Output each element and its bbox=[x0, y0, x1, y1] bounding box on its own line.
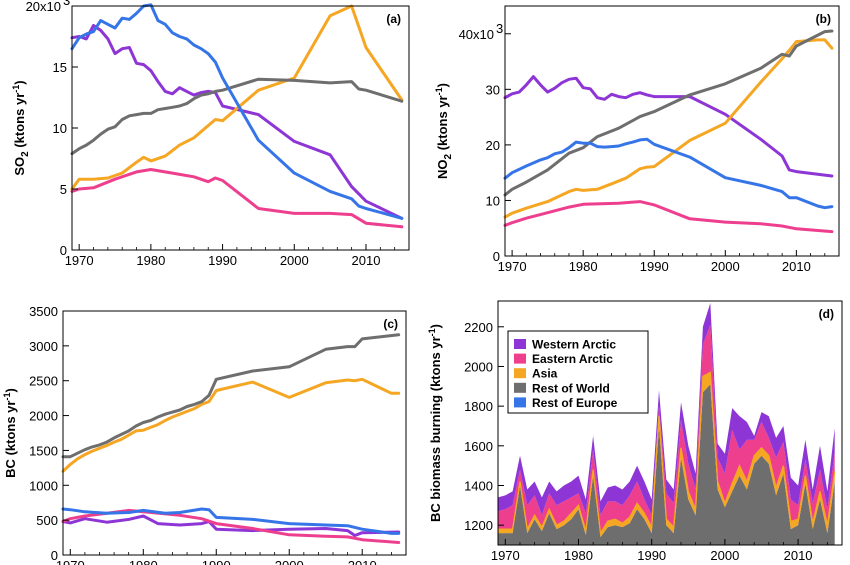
panel-d-legend-label-asia: Asia bbox=[532, 367, 558, 381]
panel-a-xtick-label-1990: 1990 bbox=[208, 253, 237, 268]
panel-d-xtick-label-2000: 2000 bbox=[710, 548, 739, 563]
panel-d-ytick-label-2: 1600 bbox=[464, 439, 493, 454]
panel-b-line-eastern-arctic bbox=[503, 200, 834, 234]
panel-b-xtick-label-1990: 1990 bbox=[640, 259, 669, 274]
panel-b-ytick-label-2: 20 bbox=[486, 138, 500, 153]
panel-d-panel-label: (d) bbox=[819, 307, 834, 321]
panel-d-ytick-label-4: 2000 bbox=[464, 359, 493, 374]
panel-c-ytick-label-6: 3000 bbox=[29, 339, 58, 354]
panel-a-ytick-label-2: 10 bbox=[53, 121, 67, 136]
panel-d-legend-label-western-arctic: Western Arctic bbox=[532, 338, 616, 352]
panel-b-ytick-exponent: 3 bbox=[496, 21, 503, 36]
panel-a-xtick-label-2000: 2000 bbox=[280, 253, 309, 268]
panel-c-xtick-label-2010: 2010 bbox=[348, 558, 377, 565]
panel-b-ytick-label-1: 10 bbox=[486, 193, 500, 208]
panel-d-ytick-label-1: 1400 bbox=[464, 478, 493, 493]
panel-a-ytick-label-0: 0 bbox=[60, 243, 67, 258]
panel-b-frame bbox=[504, 5, 840, 257]
panel-d-legend-box bbox=[507, 330, 649, 414]
panel-b-ytick-label-3: 30 bbox=[486, 82, 500, 97]
panel-a-ylabel: SO2 (ktons yr-1) bbox=[11, 80, 31, 175]
panel-c-xtick-label-1990: 1990 bbox=[202, 558, 231, 565]
panel-a-ytick-label-1: 5 bbox=[60, 182, 67, 197]
panel-c-ytick-label-7: 3500 bbox=[29, 304, 58, 319]
panel-a-line-rest-of-europe bbox=[70, 3, 404, 220]
panel-c-xtick-label-1970: 1970 bbox=[56, 558, 85, 565]
panel-a: 1970 1980 1990 2000 2010 0 5 10 15 20x10 3 SO2 (kto… bbox=[11, 0, 410, 268]
panel-c-ytick-label-5: 2500 bbox=[29, 374, 58, 389]
panel-a-line-western-arctic bbox=[70, 24, 404, 220]
panel-c-line-eastern-arctic bbox=[61, 508, 401, 544]
panel-c-ylabel: BC (ktons yr-1) bbox=[2, 388, 18, 478]
panel-b-xtick-label-1980: 1980 bbox=[569, 259, 598, 274]
panel-c-line-asia bbox=[61, 377, 401, 473]
panel-d-ytick-label-5: 2200 bbox=[464, 320, 493, 335]
panel-c-ytick-label-3: 1500 bbox=[29, 443, 58, 458]
panel-d-xtick-label-1980: 1980 bbox=[564, 548, 593, 563]
panel-a-line-asia bbox=[70, 4, 404, 191]
panel-c-line-rest-of-world bbox=[61, 333, 401, 459]
panel-a-xtick-label-2010: 2010 bbox=[352, 253, 381, 268]
panel-d-legend-swatch-eastern-arctic bbox=[514, 353, 526, 364]
panel-b-line-western-arctic bbox=[503, 75, 834, 178]
panel-d-ytick-label-3: 1800 bbox=[464, 399, 493, 414]
panel-c-line-rest-of-europe bbox=[61, 507, 401, 535]
panel-b-line-rest-of-europe bbox=[503, 137, 834, 210]
panel-a-frame bbox=[71, 5, 410, 251]
panel-d-legend-label-rest-of-world: Rest of World bbox=[532, 381, 610, 395]
panel-b-xtick-label-2010: 2010 bbox=[782, 259, 811, 274]
panel-b-panel-label: (b) bbox=[816, 12, 831, 26]
panel-d-xtick-label-1990: 1990 bbox=[637, 548, 666, 563]
panel-d-area-rest-of-world bbox=[498, 384, 835, 545]
panel-a-ytick-label-4: 20x10 bbox=[26, 0, 61, 14]
panel-b-xtick-label-2000: 2000 bbox=[711, 259, 740, 274]
panel-b-line-rest-of-world bbox=[503, 29, 834, 197]
panel-d-legend-swatch-asia bbox=[514, 368, 526, 379]
panel-d-legend-swatch-rest-of-world bbox=[514, 382, 526, 393]
panel-d-area-eastern-arctic bbox=[498, 324, 835, 534]
panel-d-ytick-label-0: 1200 bbox=[464, 518, 493, 533]
panel-c-ytick-label-1: 500 bbox=[36, 513, 58, 528]
panel-d-area-western-arctic bbox=[498, 303, 835, 516]
panel-d-xtick-label-1970: 1970 bbox=[491, 548, 520, 563]
panel-d-legend-swatch-western-arctic bbox=[514, 339, 526, 349]
panel-c-xtick-label-1980: 1980 bbox=[129, 558, 158, 565]
panel-b-ytick-label-4: 40x10 bbox=[459, 27, 494, 42]
panel-c-panel-label: (c) bbox=[383, 317, 398, 331]
panel-a-panel-label: (a) bbox=[386, 12, 401, 26]
panel-d-asia-edge bbox=[498, 371, 836, 536]
panel-d-legend-label-rest-of-europe: Rest of Europe bbox=[532, 396, 618, 410]
panel-d-legend-label-eastern-arctic: Eastern Arctic bbox=[532, 352, 613, 366]
panel-a-xtick-label-1980: 1980 bbox=[136, 253, 165, 268]
panel-b-ytick-label-0: 0 bbox=[493, 249, 500, 264]
panel-d-xtick-label-2010: 2010 bbox=[784, 548, 813, 563]
panel-a-ytick-label-3: 15 bbox=[53, 60, 67, 75]
panel-c-frame bbox=[62, 310, 407, 556]
panel-a-line-rest-of-world bbox=[70, 77, 404, 156]
panel-c-ytick-label-0: 0 bbox=[51, 548, 58, 563]
panel-c: 1970 1980 1990 2000 2010 0 500 1000 1500 2000 2500… bbox=[2, 304, 407, 565]
panel-a-ytick-exponent: 3 bbox=[63, 0, 70, 8]
panel-c-ytick-label-4: 2000 bbox=[29, 409, 58, 424]
panel-b-ylabel: NO2 (ktons yr-1) bbox=[434, 83, 454, 179]
panel-c-line-western-arctic bbox=[61, 514, 401, 537]
panel-d-ylabel: BC biomass burning (ktons yr-1) bbox=[427, 324, 443, 522]
panel-a-xtick-label-1970: 1970 bbox=[65, 253, 94, 268]
panel-b-xtick-label-1970: 1970 bbox=[498, 259, 527, 274]
panel-d-legend-swatch-rest-of-europe bbox=[514, 397, 526, 408]
panel-b-line-asia bbox=[503, 38, 834, 219]
panel-d-frame bbox=[497, 300, 843, 546]
panel-b: 1970 1980 1990 2000 2010 0 10 20 30 40x10 3 NO2 (kt… bbox=[434, 5, 840, 274]
panel-c-ytick-label-2: 1000 bbox=[29, 478, 58, 493]
panel-c-xtick-label-2000: 2000 bbox=[275, 558, 304, 565]
panel-d: 1970 1980 1990 2000 2010 1200 1400 1600 1800 2000… bbox=[427, 300, 843, 563]
panel-a-line-eastern-arctic bbox=[70, 168, 404, 229]
